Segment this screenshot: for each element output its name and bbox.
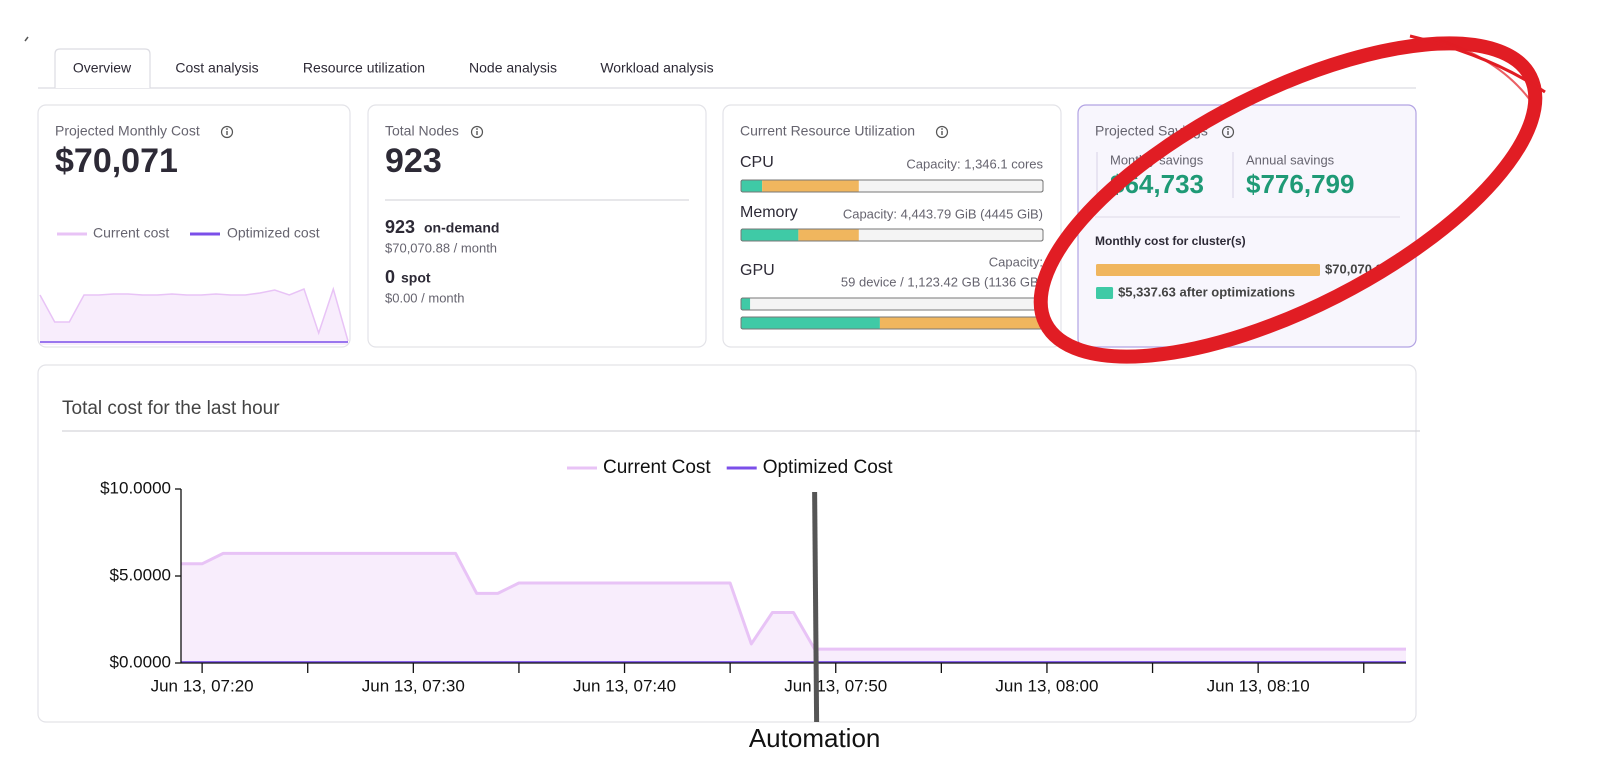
tab[interactable]: Cost analysis [175, 60, 258, 76]
card [37, 364, 1417, 723]
highlight-stroke [1439, 39, 1531, 101]
x-tick-label: Jun 13, 07:40 [573, 676, 676, 695]
utilization-content: Current Resource Utilization CPU Capacity:… [740, 123, 1044, 330]
bar-outline [740, 228, 1044, 242]
bar-segment [762, 180, 859, 192]
sparkline-line [39, 286, 349, 342]
tab[interactable]: Resource utilization [303, 60, 425, 76]
node-cost: $70,070.88 / month [385, 240, 497, 255]
card-value: $70,071 [55, 142, 178, 180]
legend-label: Optimized cost [227, 225, 320, 241]
card-title: Total Nodes [385, 123, 459, 139]
card [367, 104, 707, 348]
area-fill [181, 553, 1406, 663]
info-icon [935, 125, 949, 139]
bar-segment [741, 298, 751, 310]
cost-label: Monthly cost for cluster(s) [1095, 234, 1246, 248]
card-title: Current Resource Utilization [740, 123, 915, 139]
info-icon-dot [476, 128, 478, 130]
savings-label: Annual savings [1246, 152, 1335, 167]
node-type: on-demand [424, 220, 499, 236]
resource-name: CPU [740, 154, 774, 171]
resource-capacity: Capacity: 4,443.79 GiB (4445 GiB) [843, 206, 1043, 221]
info-icon-dot [941, 128, 943, 130]
legend-label: Optimized Cost [763, 457, 894, 478]
tab[interactable]: Overview [73, 60, 132, 76]
resource-capacity: Capacity: 1,346.1 cores [906, 156, 1043, 171]
node-count: 0 [385, 267, 395, 287]
bar-segment [879, 317, 1043, 329]
bar-segment [741, 317, 880, 329]
info-icon-dot [1227, 128, 1229, 130]
cost-bar [1096, 287, 1114, 299]
corner-mark [24, 36, 29, 42]
active-tab [54, 48, 151, 88]
card [722, 104, 1062, 348]
bar-segment [798, 229, 859, 241]
x-tick-label: Jun 13, 07:30 [362, 676, 465, 695]
sparkline-area [40, 289, 348, 345]
bar-outline [740, 179, 1044, 193]
annotation-label: Automation [749, 723, 881, 753]
info-icon [1221, 125, 1235, 139]
series-line [181, 551, 1406, 651]
y-tick-label: $10.0000 [100, 478, 171, 497]
resource-capacity: Capacity: [989, 254, 1043, 269]
highlight-circle [1033, 36, 1543, 364]
info-icon [470, 125, 484, 139]
card-title: Projected Monthly Cost [55, 123, 200, 139]
resource-name: Memory [740, 204, 798, 221]
y-tick-label: $5.0000 [110, 565, 171, 584]
resource-name: GPU [740, 262, 775, 279]
card-value: 923 [385, 142, 442, 180]
bar-segment [741, 229, 799, 241]
y-tick-label: $0.0000 [110, 652, 171, 671]
node-cost: $0.00 / month [385, 290, 465, 305]
info-icon-dot [226, 128, 228, 130]
legend-label: Current cost [93, 225, 169, 241]
x-tick-label: Jun 13, 07:20 [151, 676, 254, 695]
card [1077, 104, 1417, 348]
node-count: 923 [385, 217, 415, 237]
tab[interactable]: Workload analysis [600, 60, 713, 76]
card [37, 104, 351, 348]
bar-track [740, 297, 1044, 311]
cost-bar-label: $5,337.63 after optimizations [1118, 284, 1295, 299]
node-type: spot [401, 270, 431, 286]
info-icon [220, 125, 234, 139]
bar-segment [741, 180, 763, 192]
legend-label: Current Cost [603, 457, 711, 478]
resource-capacity: 59 device / 1,123.42 GB (1136 GB) [841, 274, 1043, 289]
savings-value: $776,799 [1246, 169, 1354, 199]
chart-title: Total cost for the last hour [62, 398, 280, 419]
annotation-line [812, 491, 820, 723]
x-tick-label: Jun 13, 08:10 [1207, 676, 1310, 695]
tab[interactable]: Node analysis [469, 60, 557, 76]
x-tick-label: Jun 13, 07:50 [784, 676, 887, 695]
x-tick-label: Jun 13, 08:00 [995, 676, 1098, 695]
cost-bar [1096, 264, 1320, 276]
